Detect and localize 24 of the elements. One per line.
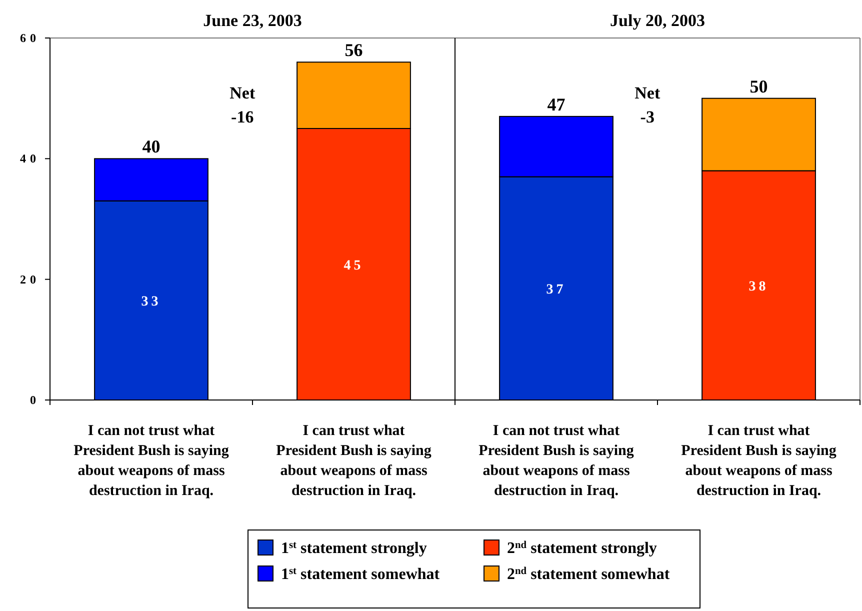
chart-title: July 20, 2003 xyxy=(610,11,705,30)
legend-label: 1$^{st}$ statement somewhat xyxy=(281,566,440,583)
y-tick-label: 20 xyxy=(20,272,40,286)
data-label: 33 xyxy=(141,294,162,310)
legend-label: 2$^{nd}$ statement strongly xyxy=(507,540,657,557)
legend-label: 2$^{nd}$ statement somewhat xyxy=(507,566,670,583)
x-tick-label: I can trust what President Bush is saying about weapons of mass destruction in Iraq. xyxy=(681,423,837,499)
x-tick-label: I can not trust what President Bush is saying about weapons of mass destruction in Iraq. xyxy=(74,423,230,499)
total-label: 47 xyxy=(547,94,566,114)
chart-title: June 23, 2003 xyxy=(203,11,302,30)
x-tick-label: I can trust what President Bush is saying about weapons of mass destruction in Iraq. xyxy=(276,423,432,499)
annotation: Net -16 xyxy=(230,83,256,126)
data-label: 37 xyxy=(546,282,566,298)
annotation: Net -3 xyxy=(634,83,660,126)
total-label: 40 xyxy=(142,136,160,157)
y-tick-label: 40 xyxy=(20,152,40,166)
x-tick-label: I can not trust what President Bush is saying about weapons of mass destruction in Iraq. xyxy=(478,423,634,499)
data-label: 38 xyxy=(748,279,769,294)
total-label: 50 xyxy=(750,76,768,96)
total-label: 56 xyxy=(344,40,363,60)
data-label: 45 xyxy=(344,258,364,274)
y-tick-label: 60 xyxy=(20,31,40,45)
legend-label: 1$^{st}$ statement strongly xyxy=(281,540,427,557)
y-tick-label: 0 xyxy=(30,393,40,407)
